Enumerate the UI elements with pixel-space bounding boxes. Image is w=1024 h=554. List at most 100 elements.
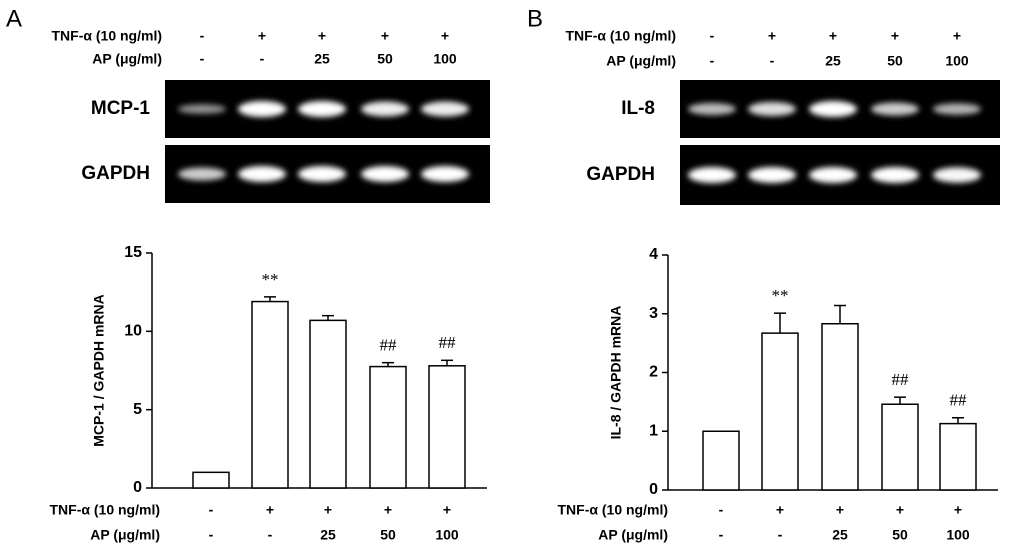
treatment-level: 50	[380, 527, 396, 543]
treatment-level: +	[441, 28, 449, 44]
gel-band	[238, 101, 286, 117]
gel-band	[933, 103, 981, 115]
treatment-label: AP (μg/ml)	[90, 527, 160, 543]
treatment-label: TNF-α (10 ng/ml)	[566, 28, 677, 44]
y-tick-label: 0	[133, 479, 142, 496]
gel-band	[178, 104, 226, 114]
significance-label: ##	[380, 336, 398, 355]
treatment-level: +	[776, 502, 784, 518]
significance-label: **	[262, 270, 279, 289]
y-tick-label: 3	[649, 305, 658, 322]
treatment-level: +	[266, 502, 274, 518]
gel-label: GAPDH	[81, 163, 150, 184]
y-tick-label: 10	[124, 323, 142, 340]
treatment-level: +	[954, 502, 962, 518]
y-tick-label: 0	[649, 481, 658, 498]
bar	[309, 319, 347, 489]
treatment-level: -	[710, 53, 715, 69]
treatment-level: 100	[945, 53, 969, 69]
gel-band	[871, 167, 919, 183]
y-axis-label: IL-8 / GAPDH mRNA	[608, 306, 624, 440]
gel-band	[809, 101, 857, 117]
treatment-level: +	[381, 28, 389, 44]
significance-label: ##	[950, 391, 968, 410]
treatment-level: +	[896, 502, 904, 518]
treatment-level: 25	[825, 53, 841, 69]
treatment-level: -	[710, 28, 715, 44]
treatment-level: 25	[832, 527, 848, 543]
gel-band	[178, 167, 226, 181]
treatment-level: +	[258, 28, 266, 44]
bar	[369, 365, 407, 489]
treatment-level: +	[953, 28, 961, 44]
y-tick-label: 1	[649, 422, 658, 439]
treatment-level: 50	[892, 527, 908, 543]
treatment-level: -	[719, 502, 724, 518]
treatment-level: +	[443, 502, 451, 518]
treatment-level: 25	[320, 527, 336, 543]
panel-label: B	[527, 5, 543, 32]
treatment-level: 50	[887, 53, 903, 69]
treatment-level: +	[836, 502, 844, 518]
bar	[761, 332, 799, 491]
treatment-level: +	[891, 28, 899, 44]
y-axis-label: MCP-1 / GAPDH mRNA	[91, 294, 107, 446]
treatment-level: -	[770, 53, 775, 69]
bar	[939, 422, 977, 491]
treatment-label: TNF-α (10 ng/ml)	[52, 28, 163, 44]
gel-band	[688, 103, 736, 115]
treatment-level: +	[768, 28, 776, 44]
treatment-level: 100	[435, 527, 459, 543]
treatment-level: +	[324, 502, 332, 518]
treatment-level: 25	[314, 51, 330, 67]
gel-label: IL-8	[621, 98, 655, 119]
panel-label: A	[6, 5, 22, 32]
bar	[702, 430, 740, 491]
y-tick-label: 2	[649, 364, 658, 381]
gel-band	[688, 167, 736, 183]
bar	[428, 365, 466, 489]
gel-band	[361, 166, 409, 182]
treatment-level: -	[200, 28, 205, 44]
treatment-level: -	[209, 502, 214, 518]
treatment-level: 50	[377, 51, 393, 67]
gel-band	[748, 102, 796, 116]
y-tick-label: 4	[649, 246, 658, 263]
significance-label: ##	[892, 370, 910, 389]
bar	[192, 471, 230, 489]
gel-label: MCP-1	[91, 98, 151, 119]
treatment-level: -	[268, 527, 273, 543]
treatment-level: 100	[433, 51, 457, 67]
significance-label: ##	[439, 333, 457, 352]
gel-band	[238, 166, 286, 182]
treatment-label: AP (μg/ml)	[92, 51, 162, 67]
treatment-label: TNF-α (10 ng/ml)	[558, 502, 669, 518]
bar	[881, 403, 919, 491]
bar	[821, 322, 859, 491]
treatment-level: -	[209, 527, 214, 543]
treatment-label: AP (μg/ml)	[606, 53, 676, 69]
gel-band	[933, 167, 981, 183]
treatment-level: -	[200, 51, 205, 67]
treatment-label: TNF-α (10 ng/ml)	[50, 502, 161, 518]
treatment-level: -	[778, 527, 783, 543]
treatment-level: -	[719, 527, 724, 543]
gel-band	[361, 101, 409, 117]
treatment-level: -	[260, 51, 265, 67]
treatment-level: +	[829, 28, 837, 44]
gel-band	[298, 101, 346, 117]
significance-label: **	[772, 286, 789, 305]
y-tick-label: 15	[124, 244, 142, 261]
gel-band	[421, 101, 469, 117]
gel-label: GAPDH	[586, 164, 655, 185]
treatment-label: AP (μg/ml)	[598, 527, 668, 543]
gel-band	[421, 166, 469, 182]
gel-band	[748, 167, 796, 183]
gel-band	[298, 166, 346, 182]
gel-band	[809, 167, 857, 183]
bar	[251, 300, 289, 489]
gel-band	[871, 102, 919, 116]
y-tick-label: 5	[133, 401, 142, 418]
treatment-level: +	[384, 502, 392, 518]
